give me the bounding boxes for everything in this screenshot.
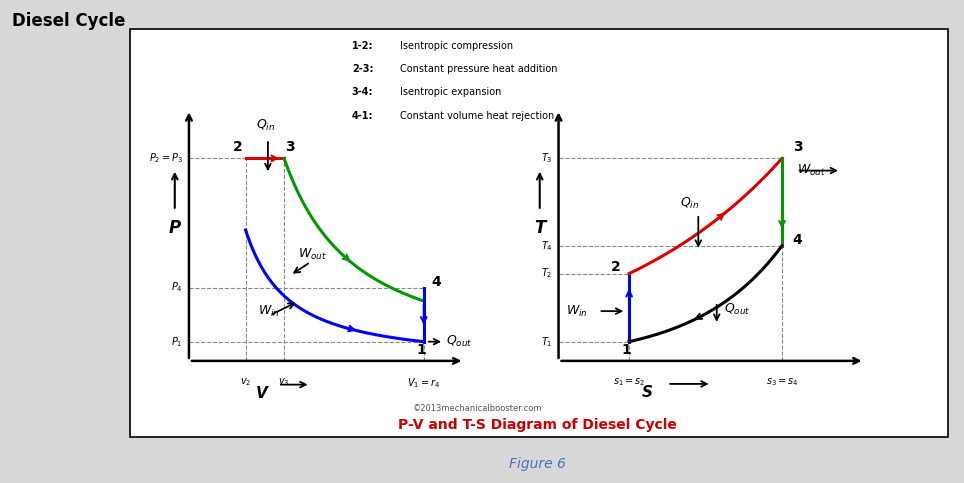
Text: $T_2$: $T_2$ [541, 267, 552, 281]
Text: S: S [641, 385, 653, 400]
Text: 4: 4 [792, 233, 802, 247]
Text: $P_4$: $P_4$ [171, 281, 183, 295]
Text: $Q_{in}$: $Q_{in}$ [256, 118, 276, 133]
Text: 2: 2 [232, 140, 242, 154]
Text: 1: 1 [416, 343, 427, 357]
Text: 2-3:: 2-3: [352, 64, 373, 74]
Text: 4: 4 [432, 275, 442, 289]
Text: 1-2:: 1-2: [352, 41, 373, 51]
Text: ©2013mechanicalbooster.com: ©2013mechanicalbooster.com [413, 404, 542, 413]
Text: P: P [169, 219, 181, 237]
Text: Isentropic compression: Isentropic compression [400, 41, 513, 51]
Text: 3: 3 [792, 141, 802, 155]
Text: 3-4:: 3-4: [352, 87, 373, 98]
Text: $P_2 = P_3$: $P_2 = P_3$ [148, 152, 183, 165]
Text: $v_2$: $v_2$ [240, 377, 252, 388]
Text: $W_{in}$: $W_{in}$ [257, 304, 280, 319]
Text: 2: 2 [611, 260, 621, 274]
FancyBboxPatch shape [130, 29, 948, 437]
Text: Diesel Cycle: Diesel Cycle [12, 12, 125, 30]
Text: Constant volume heat rejection: Constant volume heat rejection [400, 111, 554, 121]
Text: $Q_{in}$: $Q_{in}$ [680, 196, 699, 211]
Text: $v_3$: $v_3$ [279, 377, 290, 388]
Text: Isentropic expansion: Isentropic expansion [400, 87, 501, 98]
Text: $T_1$: $T_1$ [541, 335, 552, 349]
Text: $Q_{out}$: $Q_{out}$ [446, 333, 472, 349]
Text: $Q_{out}$: $Q_{out}$ [724, 301, 750, 317]
Text: 3: 3 [285, 140, 295, 154]
Text: $W_{in}$: $W_{in}$ [566, 304, 587, 319]
Text: 4-1:: 4-1: [352, 111, 373, 121]
Text: $s_1 = s_2$: $s_1 = s_2$ [613, 377, 645, 388]
Text: 1: 1 [622, 343, 631, 357]
Text: $T_3$: $T_3$ [541, 152, 552, 165]
Text: $s_3 = s_4$: $s_3 = s_4$ [765, 377, 798, 388]
Text: $T_4$: $T_4$ [541, 239, 552, 253]
Text: T: T [534, 219, 546, 237]
Text: V: V [256, 386, 268, 401]
Text: $W_{out}$: $W_{out}$ [298, 247, 327, 262]
Text: Figure 6: Figure 6 [509, 457, 565, 471]
Text: Constant pressure heat addition: Constant pressure heat addition [400, 64, 557, 74]
Text: $P_1$: $P_1$ [172, 335, 183, 349]
Text: $W_{out}$: $W_{out}$ [797, 163, 826, 178]
Text: $V_1 = r_4$: $V_1 = r_4$ [407, 377, 441, 390]
Text: P-V and T-S Diagram of Diesel Cycle: P-V and T-S Diagram of Diesel Cycle [397, 418, 677, 432]
